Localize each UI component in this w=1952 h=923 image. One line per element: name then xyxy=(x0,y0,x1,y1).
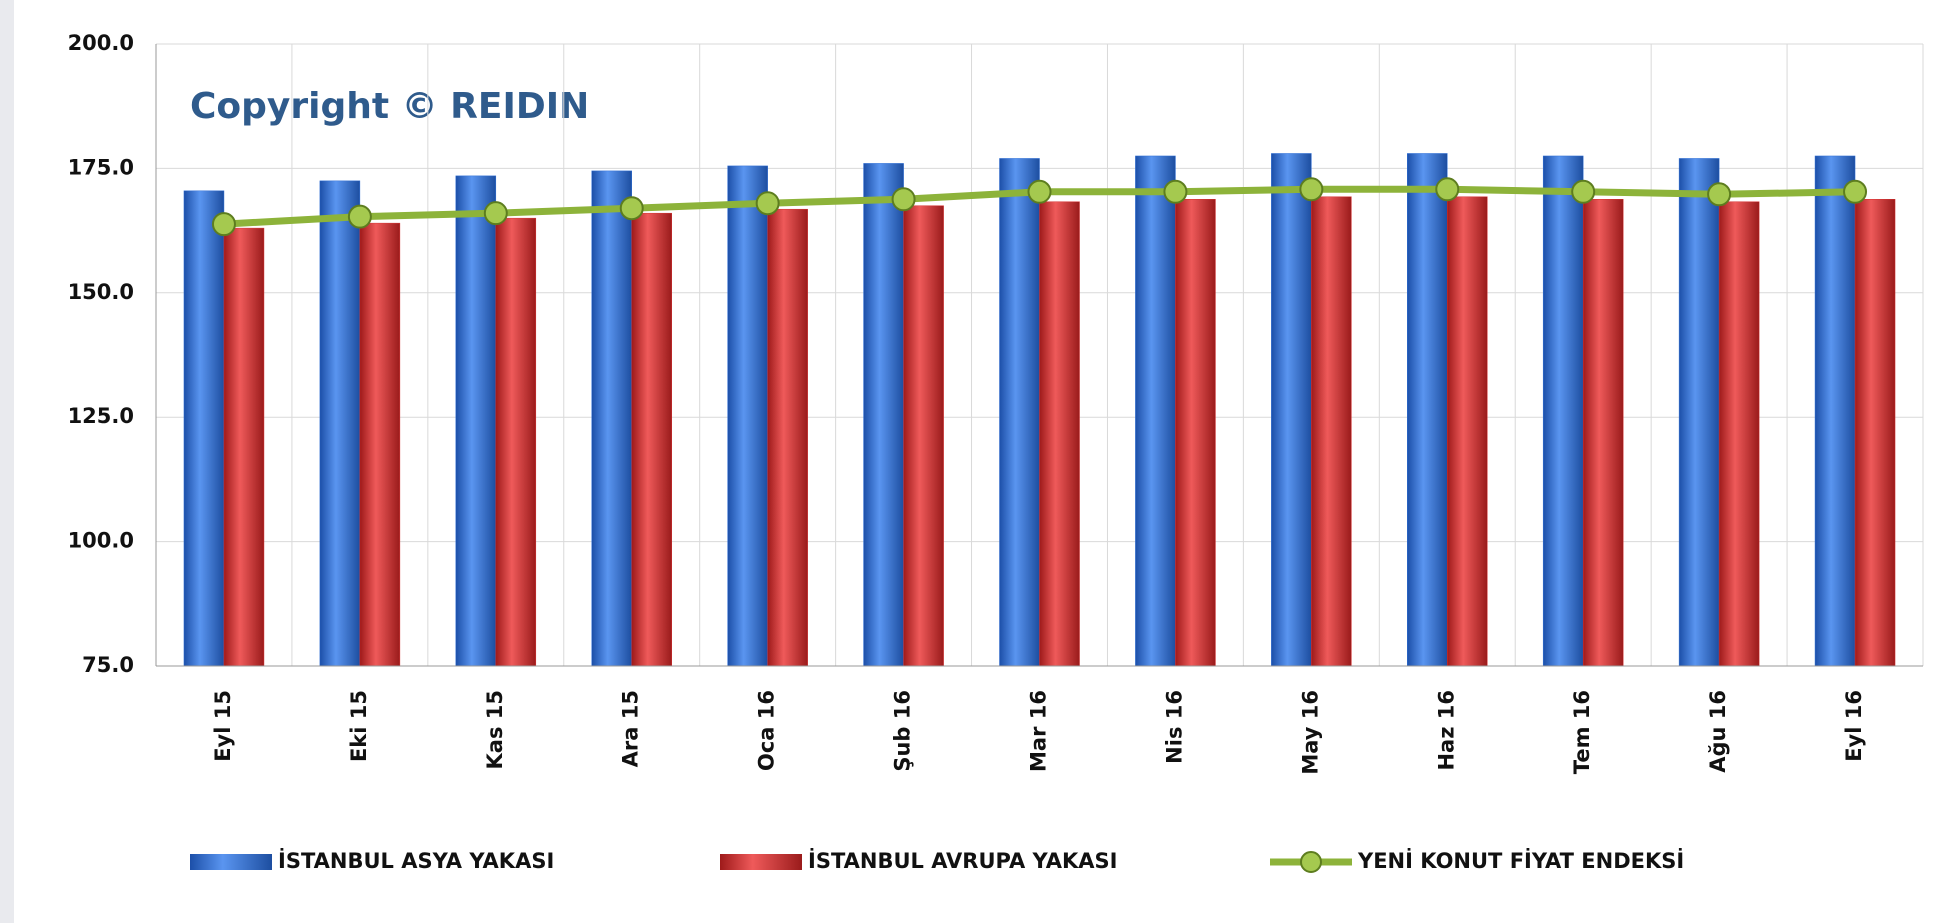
line-marker xyxy=(483,201,508,226)
x-tick-label: Mar 16 xyxy=(1027,690,1051,772)
bar xyxy=(903,205,944,667)
y-tick-label: 100.0 xyxy=(68,529,134,553)
line-marker xyxy=(891,187,916,212)
x-tick-label: Eyl 15 xyxy=(211,690,235,762)
x-tick-label: May 16 xyxy=(1298,690,1322,775)
bar xyxy=(495,217,537,667)
x-tick-label: Ağu 16 xyxy=(1706,690,1730,773)
legend-marker xyxy=(1300,851,1322,873)
copyright-annotation: Copyright © REIDIN xyxy=(190,86,589,127)
x-tick-label: Oca 16 xyxy=(755,690,779,771)
bar xyxy=(223,227,265,667)
bar xyxy=(999,158,1040,667)
bar xyxy=(1271,153,1312,667)
bar xyxy=(863,163,904,667)
line-marker xyxy=(1843,179,1868,204)
bar xyxy=(1175,199,1216,667)
y-tick-label: 200.0 xyxy=(68,31,134,55)
legend-label: İSTANBUL ASYA YAKASI xyxy=(278,848,554,873)
line-marker xyxy=(755,191,780,216)
bar xyxy=(1311,196,1352,667)
x-tick-label: Kas 15 xyxy=(483,690,507,769)
bar xyxy=(1814,155,1856,667)
legend-swatch xyxy=(190,854,272,870)
bar xyxy=(1582,199,1624,667)
bar xyxy=(1447,196,1488,667)
bar xyxy=(1678,158,1720,667)
line-marker xyxy=(1571,179,1596,204)
bar xyxy=(319,180,361,667)
line-marker xyxy=(211,212,236,237)
line-marker xyxy=(1163,179,1188,204)
x-tick-label: Haz 16 xyxy=(1434,690,1458,771)
line-marker xyxy=(347,204,372,229)
bar xyxy=(1039,201,1080,667)
bar xyxy=(631,212,672,667)
line-marker xyxy=(1435,177,1460,202)
x-tick-label: Eki 15 xyxy=(347,690,371,762)
y-tick-label: 125.0 xyxy=(68,404,134,428)
line-marker xyxy=(1707,182,1732,207)
x-tick-label: Tem 16 xyxy=(1570,690,1594,774)
line-marker xyxy=(1299,177,1324,202)
y-tick-label: 175.0 xyxy=(68,155,134,179)
x-tick-label: Eyl 16 xyxy=(1842,690,1866,762)
y-tick-label: 75.0 xyxy=(82,653,134,677)
chart-background xyxy=(14,0,1952,923)
legend-label: YENİ KONUT FİYAT ENDEKSİ xyxy=(1357,848,1684,873)
bar xyxy=(767,208,808,667)
legend-swatch xyxy=(720,854,802,870)
bar xyxy=(359,222,401,667)
bar xyxy=(1542,155,1584,667)
bar xyxy=(1135,155,1176,667)
line-marker xyxy=(619,196,644,221)
bar xyxy=(1407,153,1448,667)
x-tick-label: Şub 16 xyxy=(891,690,915,772)
bar xyxy=(591,170,632,667)
y-tick-label: 150.0 xyxy=(68,280,134,304)
bar xyxy=(1718,201,1760,667)
bar xyxy=(183,190,225,667)
bar xyxy=(1854,199,1896,667)
bar xyxy=(455,175,497,667)
x-tick-label: Ara 15 xyxy=(619,690,643,767)
line-marker xyxy=(1027,179,1052,204)
x-tick-label: Nis 16 xyxy=(1162,690,1186,764)
bar xyxy=(727,165,768,667)
legend-label: İSTANBUL AVRUPA YAKASI xyxy=(808,848,1117,873)
